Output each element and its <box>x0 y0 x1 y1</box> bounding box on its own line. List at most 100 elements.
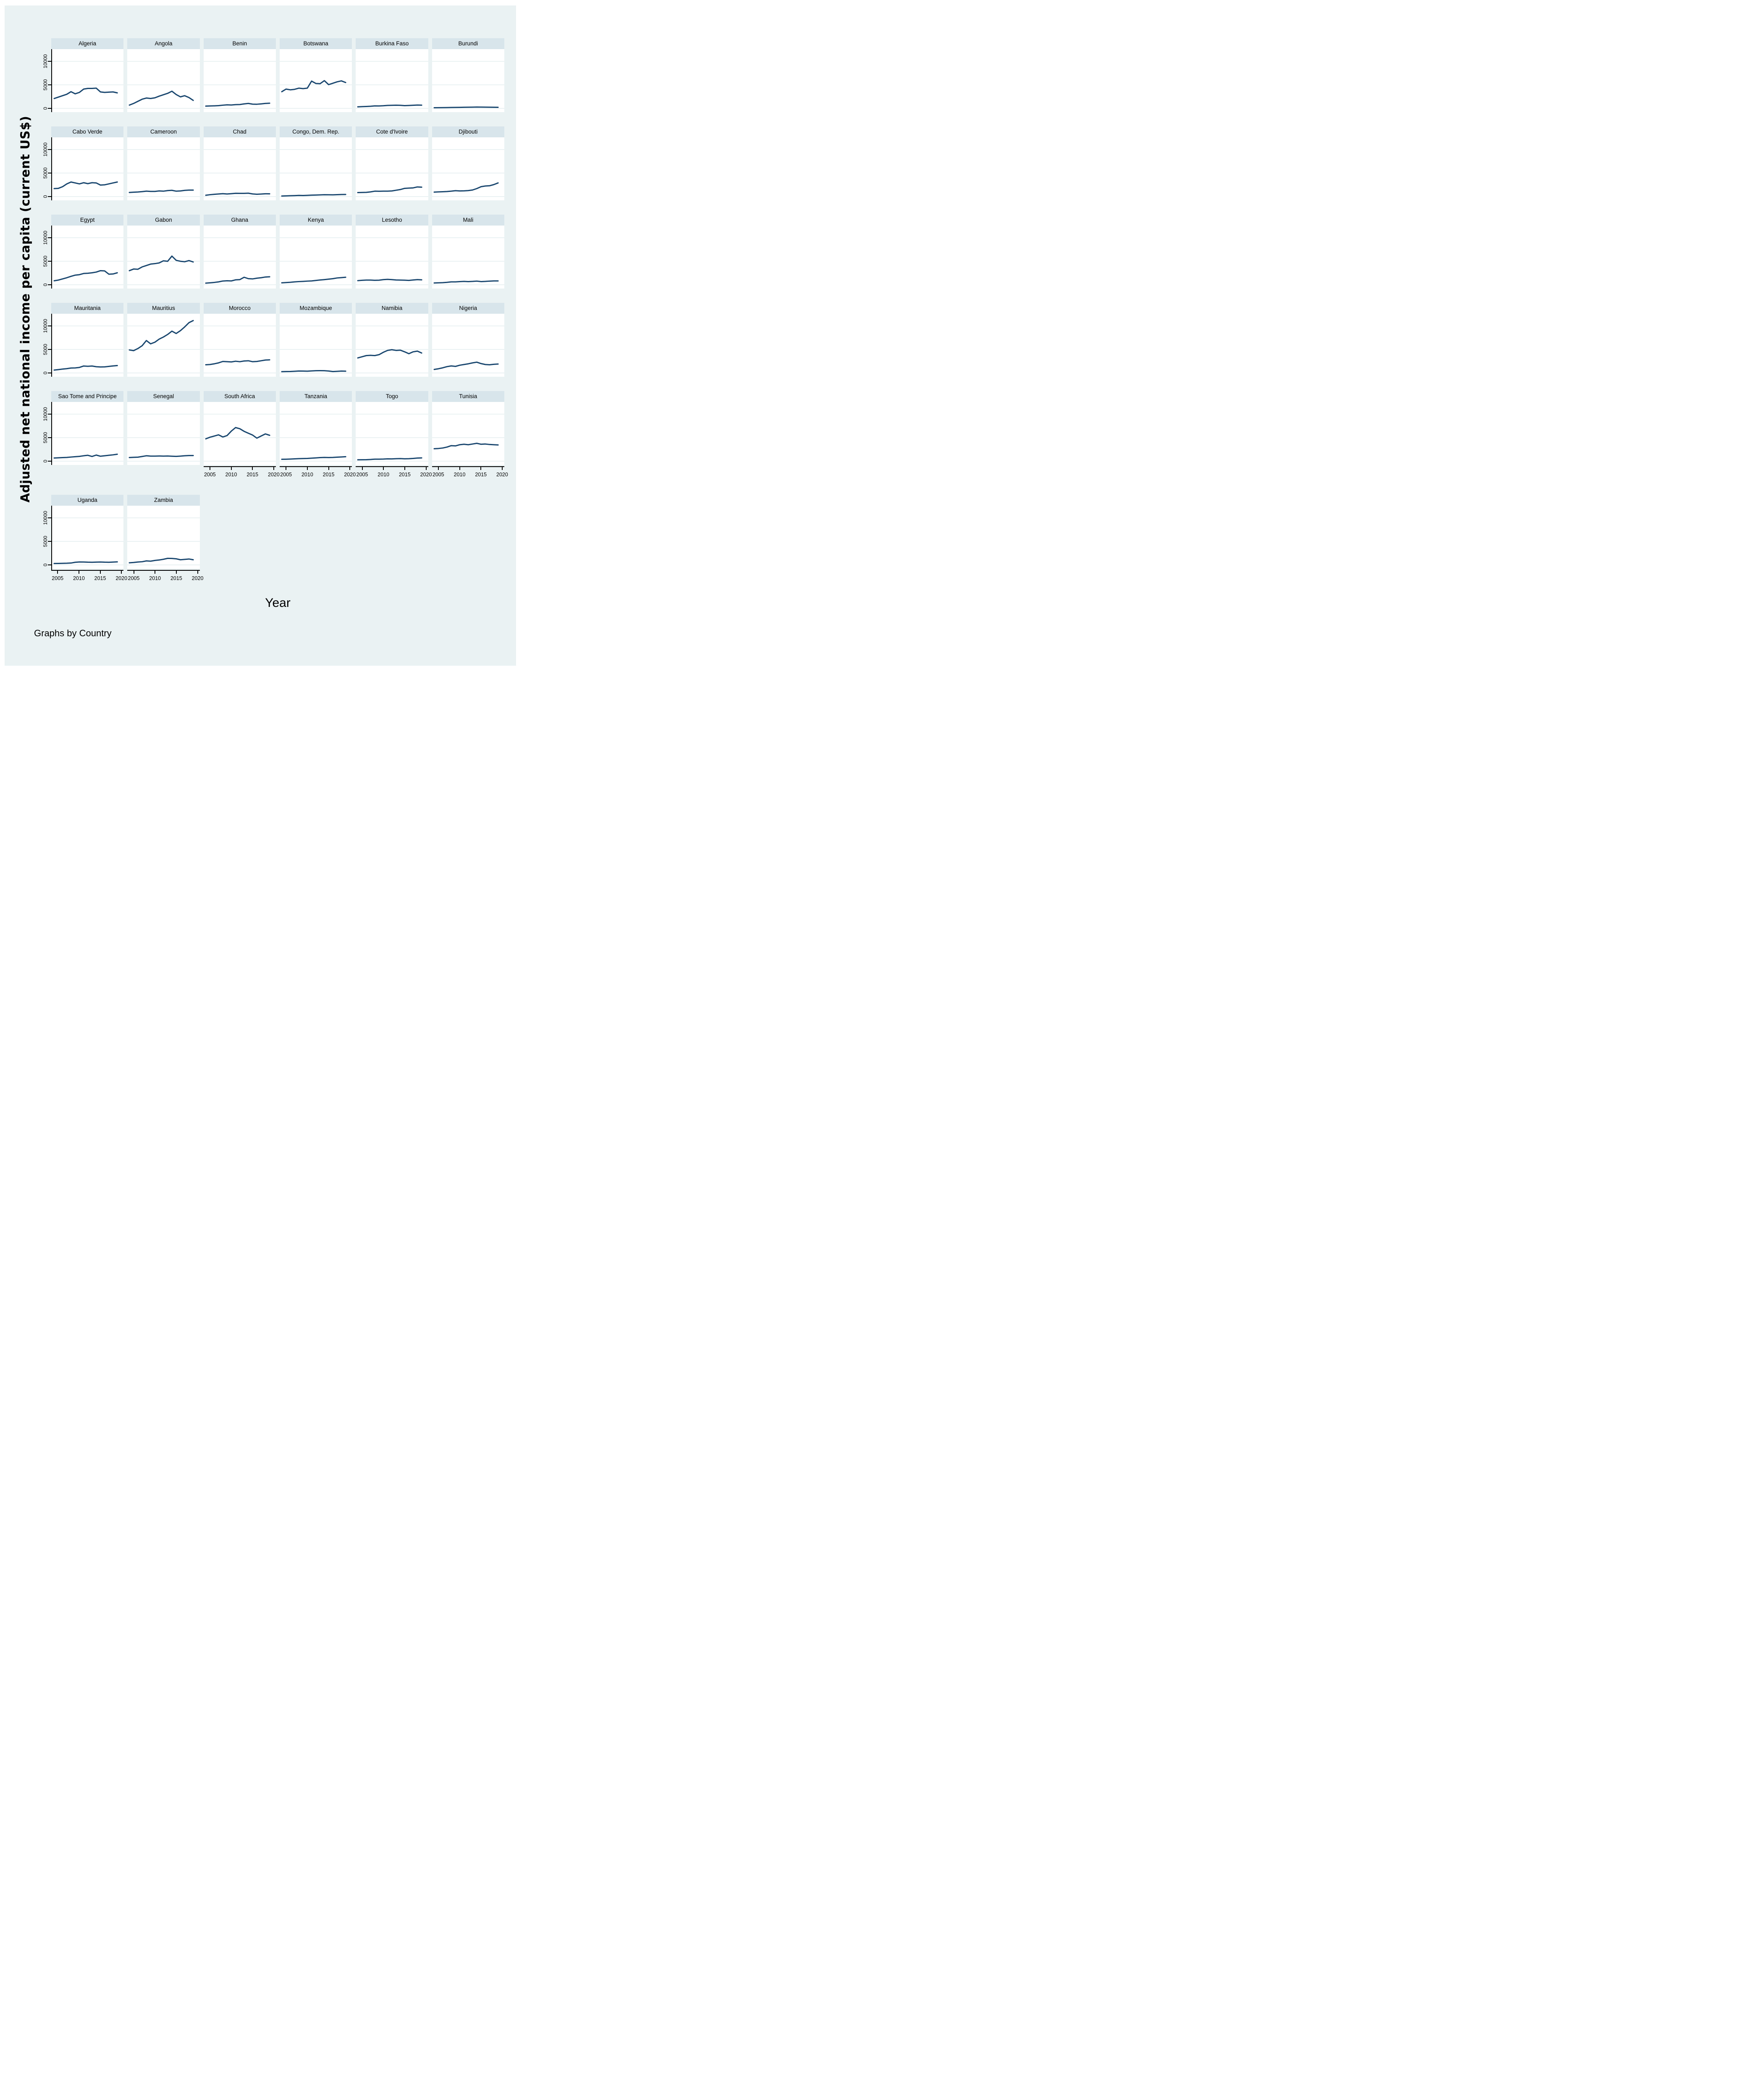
facet-title: Congo, Dem. Rep. <box>279 126 352 137</box>
x-tick-mark <box>328 467 329 470</box>
gridline-5000 <box>52 437 124 438</box>
gridline-10000 <box>127 149 200 150</box>
x-tick-mark <box>273 467 274 470</box>
gridline-10000 <box>203 61 276 62</box>
y-tick-label: 10000 <box>42 54 48 68</box>
gridline-0 <box>127 461 200 462</box>
y-tick-label: 10000 <box>42 511 48 525</box>
gridline-5000 <box>52 84 124 86</box>
line-chart-svg <box>356 402 428 465</box>
y-tick-mark <box>48 349 51 350</box>
gridline-0 <box>52 564 124 566</box>
x-tick-label: 2005 <box>128 575 140 581</box>
x-tick-mark <box>197 571 198 574</box>
line-chart-svg <box>52 137 123 200</box>
line-chart-svg <box>356 226 428 289</box>
gridline-10000 <box>356 61 428 62</box>
line-chart-svg <box>204 314 276 377</box>
data-line <box>358 279 422 281</box>
gridline-0 <box>203 108 276 109</box>
x-tick-label: 2015 <box>475 472 487 478</box>
x-tick-mark <box>307 467 308 470</box>
y-tick-label: 10000 <box>42 407 48 421</box>
facet-title: Mozambique <box>279 303 352 314</box>
x-tick-mark <box>383 467 384 470</box>
gridline-5000 <box>52 349 124 350</box>
facet-senegal: Senegal <box>127 391 200 480</box>
caption-graphs-by-country: Graphs by Country <box>34 628 112 638</box>
data-line <box>206 103 270 106</box>
x-tick-label: 2020 <box>115 575 128 581</box>
gridline-0 <box>356 461 428 462</box>
y-tick-label: 0 <box>42 283 48 286</box>
data-line <box>282 81 346 92</box>
y-tick-label: 5000 <box>42 432 48 444</box>
y-tick-label: 0 <box>42 563 48 567</box>
gridline-10000 <box>127 237 200 239</box>
plot-area <box>203 49 276 112</box>
gridline-10000 <box>127 61 200 62</box>
facet-mali: Mali <box>432 215 504 289</box>
facet-botswana: Botswana <box>279 38 352 112</box>
data-line <box>129 256 193 271</box>
y-tick-label: 0 <box>42 371 48 375</box>
gridline-5000 <box>279 437 352 438</box>
facet-title: Senegal <box>127 391 200 402</box>
plot-area <box>279 137 352 200</box>
gridline-0 <box>203 284 276 286</box>
line-chart-svg <box>204 402 276 465</box>
x-tick-label: 2020 <box>268 472 280 478</box>
data-line <box>54 270 117 281</box>
plot-area: 0 5000 10000 <box>42 506 124 571</box>
y-tick-label: 10000 <box>42 142 48 157</box>
facet-title: Namibia <box>356 303 428 314</box>
x-tick-label: 2015 <box>246 472 259 478</box>
plot-area <box>279 49 352 112</box>
facet-gabon: Gabon <box>127 215 200 289</box>
gridline-10000 <box>52 414 124 415</box>
gridline-5000 <box>356 437 428 438</box>
facet-title: Tunisia <box>432 391 504 402</box>
facet-togo: Togo 2005 2010 2015 2020 <box>356 391 432 480</box>
data-line <box>54 365 117 370</box>
x-tick-mark <box>501 467 503 470</box>
data-line <box>54 182 117 189</box>
data-line <box>434 444 498 449</box>
plot-area: 0 5000 10000 <box>42 137 124 200</box>
gridline-5000 <box>279 84 352 86</box>
data-line <box>54 562 117 564</box>
data-line <box>434 183 498 192</box>
facet-title: Burkina Faso <box>356 38 428 49</box>
facet-burundi: Burundi <box>432 38 504 112</box>
facet-algeria: Algeria 0 5000 10000 <box>42 38 124 112</box>
line-chart-svg <box>204 137 276 200</box>
facet-mauritania: Mauritania 0 5000 10000 <box>42 303 124 377</box>
gridline-5000 <box>203 261 276 262</box>
y-tick-mark <box>48 149 51 150</box>
gridline-0 <box>279 284 352 286</box>
facet-morocco: Morocco <box>203 303 276 377</box>
line-chart-svg <box>356 49 428 112</box>
gridline-5000 <box>52 261 124 262</box>
y-tick-label: 5000 <box>42 167 48 179</box>
data-line <box>206 193 270 195</box>
facet-congo-dem-rep: Congo, Dem. Rep. <box>279 126 352 200</box>
y-tick-label: 10000 <box>42 231 48 245</box>
line-chart-svg <box>280 226 352 289</box>
gridline-0 <box>52 108 124 109</box>
line-chart-svg <box>432 49 504 112</box>
facet-sao-tome-and-principe: Sao Tome and Principe 0 5000 10000 <box>42 391 124 480</box>
x-tick-label: 2010 <box>149 575 161 581</box>
y-tick-label: 0 <box>42 195 48 198</box>
gridline-0 <box>52 284 124 286</box>
x-axis: 2005 2010 2015 2020 <box>279 466 356 480</box>
facet-cameroon: Cameroon <box>127 126 200 200</box>
facet-title: Cabo Verde <box>51 126 124 137</box>
data-line <box>129 320 193 351</box>
line-chart-svg <box>280 137 352 200</box>
gridline-5000 <box>127 437 200 438</box>
gridline-5000 <box>203 84 276 86</box>
data-line <box>358 105 422 107</box>
data-line <box>434 362 498 369</box>
plot-area <box>279 314 352 377</box>
